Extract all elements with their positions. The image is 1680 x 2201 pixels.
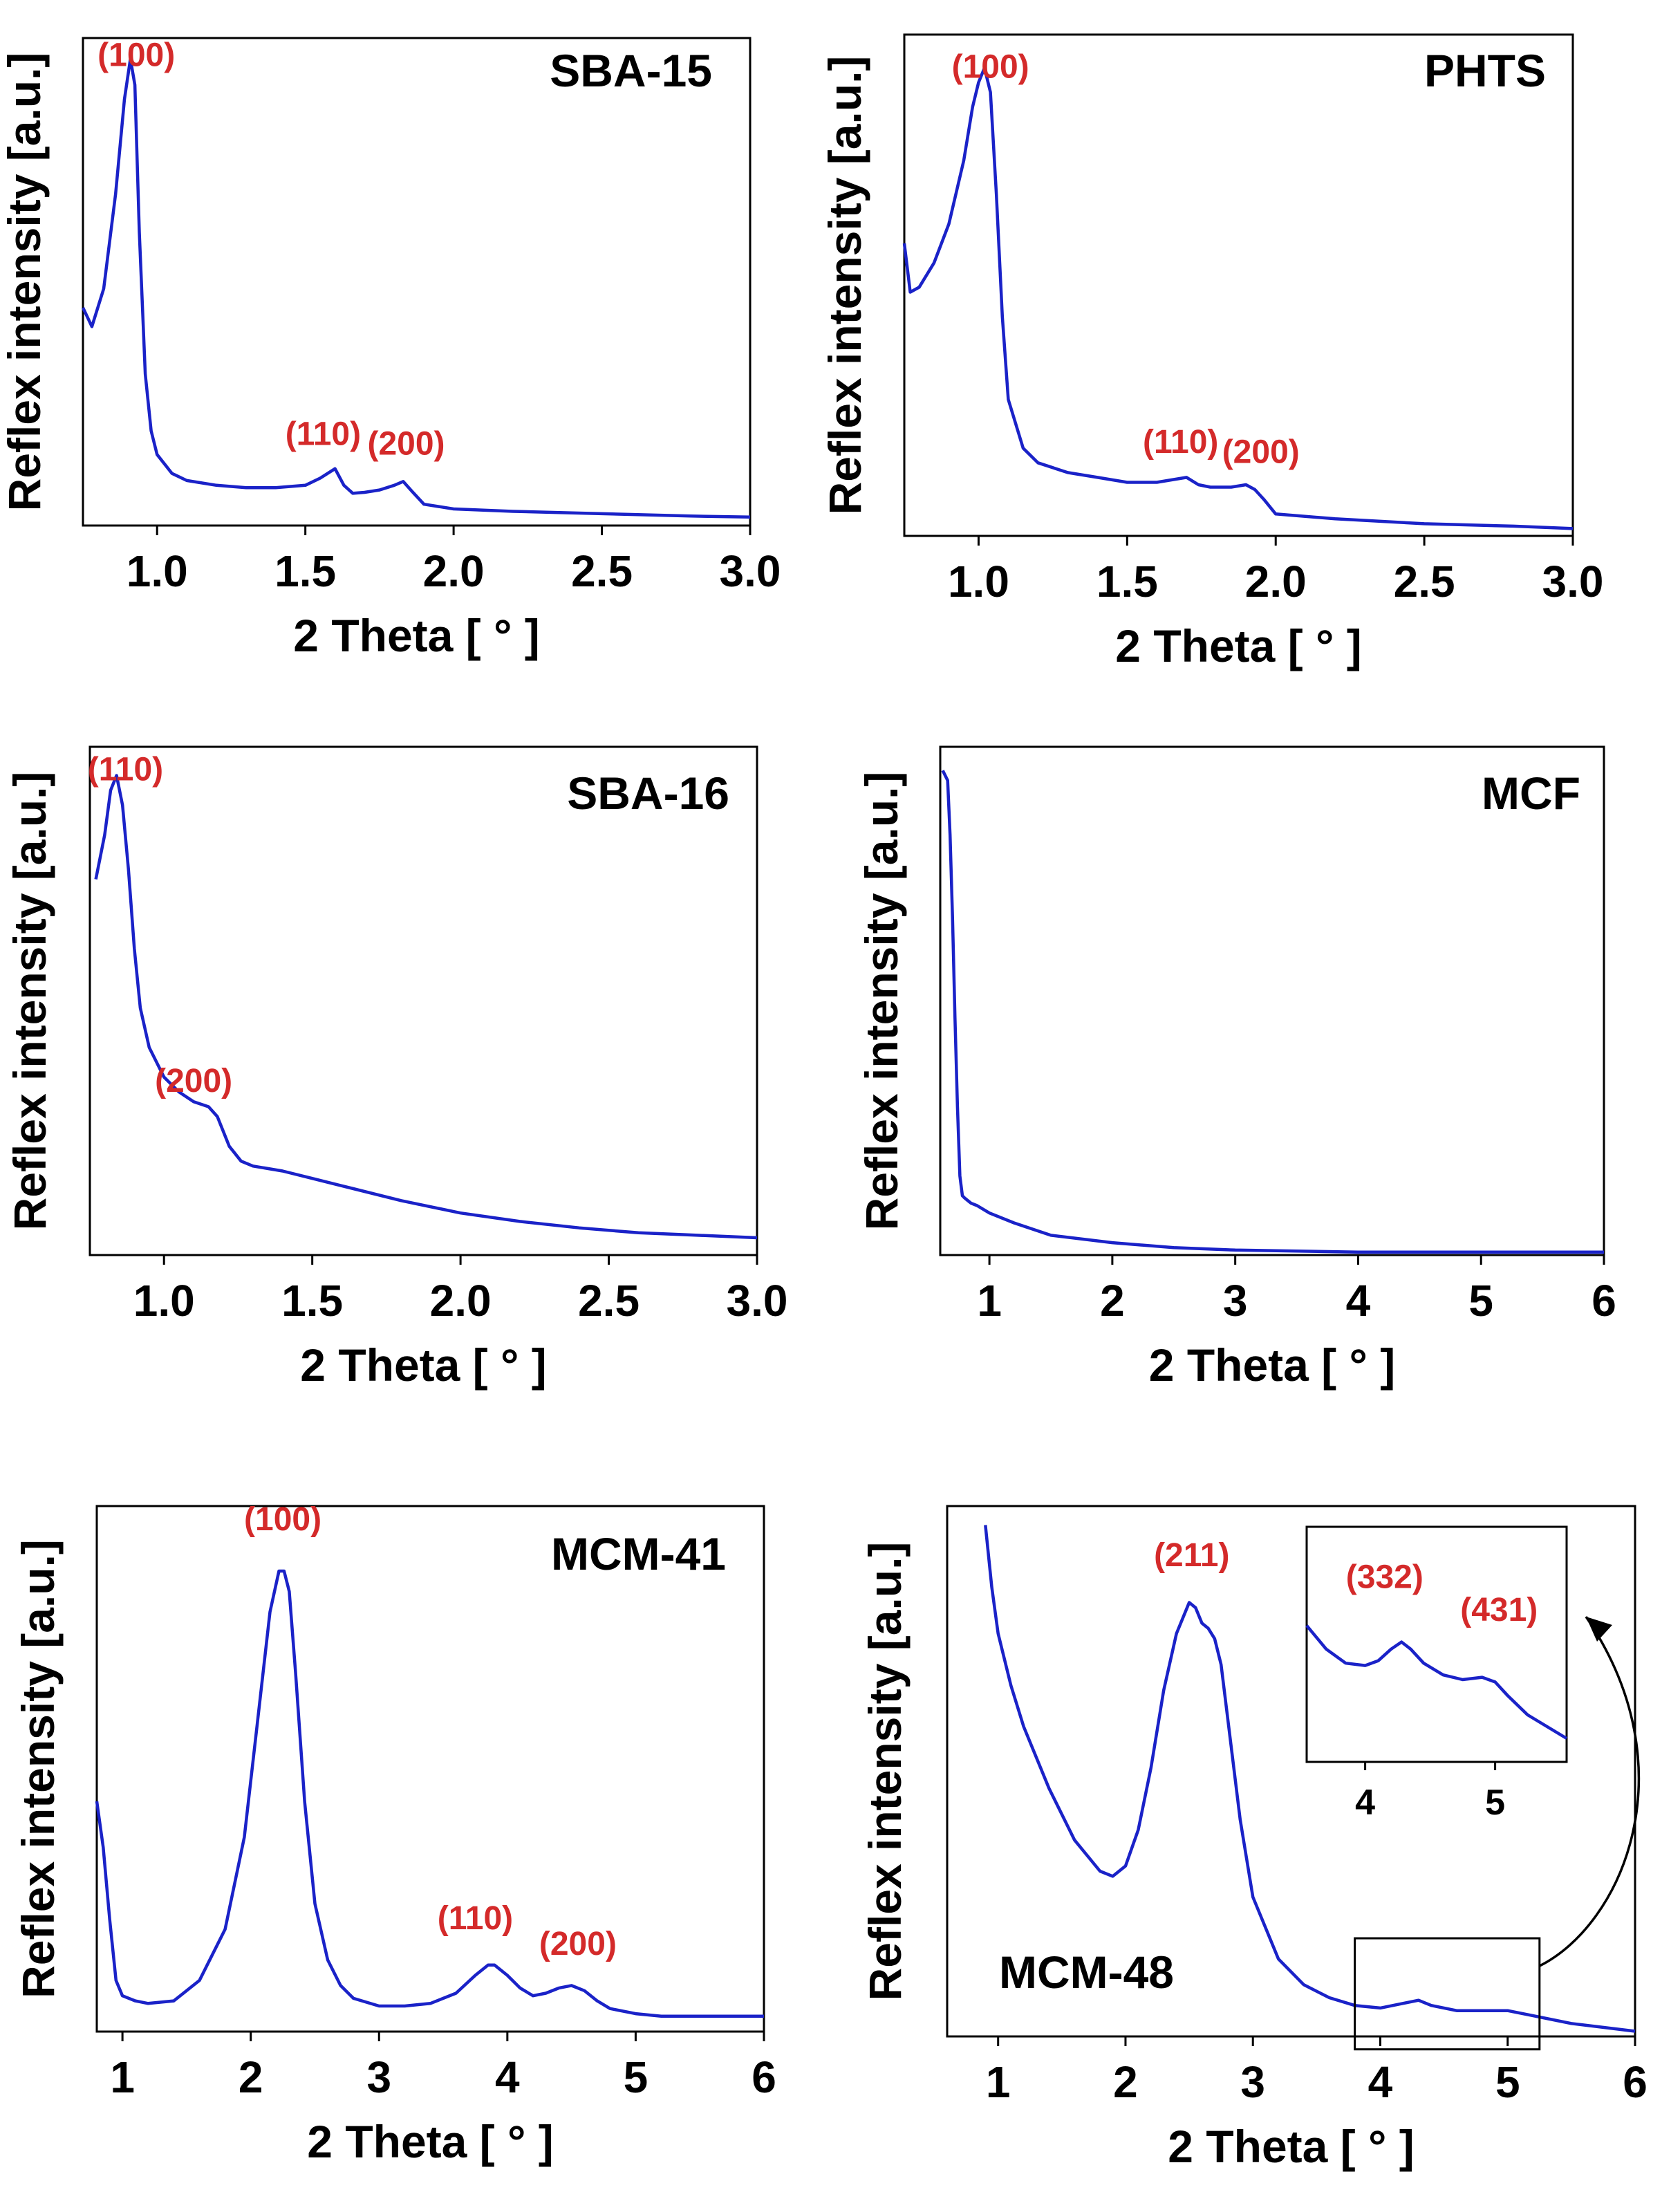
x-tick-label: 2.5 xyxy=(1394,557,1455,606)
x-tick-label: 1.0 xyxy=(127,546,188,596)
inset-series-line xyxy=(1305,1624,1568,1740)
x-tick-label: 2.0 xyxy=(423,546,485,596)
inset-peak-label: (332) xyxy=(1346,1559,1424,1595)
panel-phts: 1.0 1.5 2.0 2.5 3.0 2 Theta [ ° ] Reflex inten… xyxy=(819,33,1604,671)
x-tick-label: 3 xyxy=(366,2052,391,2102)
x-tick-label: 5 xyxy=(624,2052,648,2102)
x-axis-title: 2 Theta [ ° ] xyxy=(293,610,539,661)
panel-sba-16: 1.0 1.5 2.0 2.5 3.0 2 Theta [ ° ] Reflex inten… xyxy=(4,745,788,1391)
y-axis-title: Reflex intensity [a.u.] xyxy=(12,1539,64,1998)
x-tick-label: 2.0 xyxy=(430,1276,492,1326)
x-tick-label: 2.5 xyxy=(578,1276,640,1326)
x-tick-label: 4 xyxy=(495,2052,520,2102)
panel-mcm-41: 1 2 3 4 5 6 2 Theta [ ° ] Reflex intensity [a.u… xyxy=(12,1501,776,2167)
sample-name: SBA-16 xyxy=(567,768,729,819)
peak-label: (100) xyxy=(244,1501,321,1538)
sample-name: MCF xyxy=(1482,768,1580,819)
x-axis-title: 2 Theta [ ° ] xyxy=(1149,1339,1395,1391)
plot-frame xyxy=(939,745,1605,1256)
x-tick-label: 6 xyxy=(1623,2057,1648,2107)
sample-name: PHTS xyxy=(1424,45,1546,96)
x-tick-label: 5 xyxy=(1495,2057,1520,2107)
sample-name: SBA-15 xyxy=(550,45,712,96)
panel-mcm-48: 1 2 3 4 5 6 2 Theta [ ° ] Reflex intensity [a.u… xyxy=(859,1505,1648,2172)
plot-frame xyxy=(946,1505,1636,2038)
peak-label: (200) xyxy=(367,425,445,462)
series-line-phts xyxy=(902,66,1574,530)
peak-label: (211) xyxy=(1154,1537,1229,1574)
zoom-arrow xyxy=(1539,1616,1640,1967)
inset-peak-label: (431) xyxy=(1460,1592,1538,1628)
inset-frame xyxy=(1305,1525,1568,1763)
x-tick-label: 6 xyxy=(1592,1276,1616,1326)
plot-frame xyxy=(903,33,1574,537)
y-axis-title: Reflex intensity [a.u.] xyxy=(859,1542,911,2001)
x-tick-label: 3.0 xyxy=(1542,557,1604,606)
peak-label: (200) xyxy=(1222,434,1300,470)
x-tick-label: 2 xyxy=(239,2052,263,2102)
x-tick-label: 1 xyxy=(977,1276,1002,1326)
series-line-mcf xyxy=(941,770,1604,1254)
sample-name: MCM-48 xyxy=(999,1947,1174,1998)
x-axis-title: 2 Theta [ ° ] xyxy=(300,1339,546,1391)
x-tick-label: 4 xyxy=(1368,2057,1393,2107)
x-tick-label: 5 xyxy=(1468,1276,1493,1326)
panel-mcf: 1 2 3 4 5 6 2 Theta [ ° ] Reflex intensity [a.u… xyxy=(856,745,1616,1391)
y-axis-title: Reflex intensity [a.u.] xyxy=(0,53,50,512)
x-tick-label: 1.0 xyxy=(948,557,1009,606)
peak-label: (100) xyxy=(952,48,1029,85)
x-tick-label: 1.5 xyxy=(274,546,336,596)
inset-x-tick-label: 5 xyxy=(1485,1783,1505,1823)
plot-frame xyxy=(88,745,758,1256)
y-axis-title: Reflex intensity [a.u.] xyxy=(819,56,870,515)
x-tick-label: 3.0 xyxy=(720,546,781,596)
sample-name: MCM-41 xyxy=(551,1528,726,1579)
x-axis-title: 2 Theta [ ° ] xyxy=(307,2116,553,2167)
x-tick-label: 1.5 xyxy=(1096,557,1158,606)
x-tick-label: 6 xyxy=(752,2052,776,2102)
x-tick-label: 2.5 xyxy=(571,546,633,596)
x-tick-label: 2.0 xyxy=(1245,557,1307,606)
x-tick-label: 4 xyxy=(1346,1276,1371,1326)
series-line-sba-16 xyxy=(94,774,758,1240)
plot-frame xyxy=(82,37,752,527)
x-tick-label: 1 xyxy=(986,2057,1011,2107)
y-axis-title: Reflex intensity [a.u.] xyxy=(856,772,907,1231)
series-line-sba-15 xyxy=(81,57,751,519)
peak-label: (110) xyxy=(1143,424,1218,461)
x-tick-label: 1.0 xyxy=(133,1276,195,1326)
series-line-mcm-48 xyxy=(984,1525,1636,2033)
x-axis-title: 2 Theta [ ° ] xyxy=(1115,620,1361,671)
panel-sba-15: 1.0 1.5 2.0 2.5 3.0 2 Theta [ ° ] Reflex inten… xyxy=(0,37,781,661)
inset-x-tick-label: 4 xyxy=(1355,1783,1375,1823)
x-tick-label: 2 xyxy=(1100,1276,1125,1326)
peak-label: (200) xyxy=(539,1926,617,1962)
peak-label: (110) xyxy=(286,416,361,453)
peak-label: (110) xyxy=(438,1900,513,1937)
x-tick-label: 3 xyxy=(1240,2057,1265,2107)
arrowhead-icon xyxy=(1586,1617,1612,1642)
peak-label: (100) xyxy=(97,37,175,74)
inset-plot: 4 5 (332) (431) xyxy=(1305,1525,1568,1823)
peak-label: (200) xyxy=(155,1063,232,1099)
x-tick-label: 3.0 xyxy=(727,1276,788,1326)
x-tick-label: 2 xyxy=(1113,2057,1138,2107)
y-axis-title: Reflex intensity [a.u.] xyxy=(4,772,55,1231)
plot-frame xyxy=(95,1505,765,2033)
x-tick-label: 1.5 xyxy=(281,1276,343,1326)
x-tick-label: 3 xyxy=(1223,1276,1248,1326)
x-axis-title: 2 Theta [ ° ] xyxy=(1168,2121,1414,2172)
series-line-mcm-41 xyxy=(95,1569,764,2018)
peak-label: (110) xyxy=(88,752,163,788)
zoom-box xyxy=(1354,1937,1541,2051)
x-tick-label: 1 xyxy=(110,2052,135,2102)
